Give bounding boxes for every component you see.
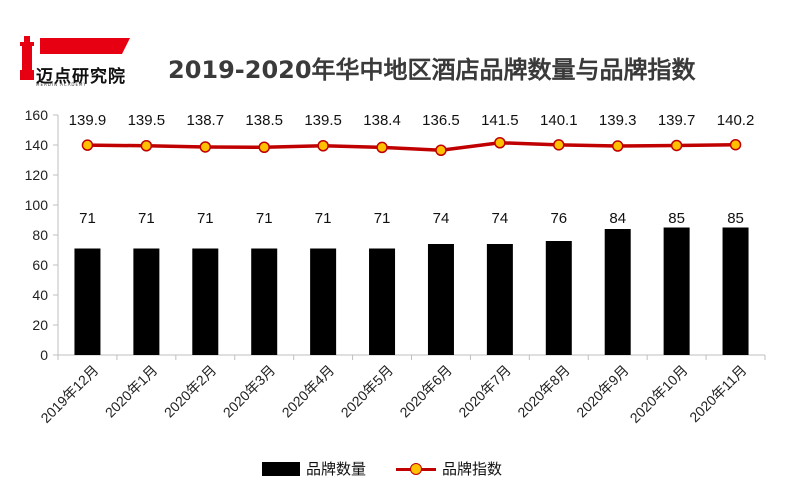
line-marker: [199, 141, 212, 153]
index-line: [87, 140, 736, 153]
x-tick-label: 2020年11月: [686, 362, 749, 425]
x-tick-label: 2020年10月: [627, 362, 691, 426]
legend: 品牌数量 品牌指数: [262, 458, 502, 479]
line-data-label: 139.5: [128, 112, 166, 129]
line-data-label: 138.7: [187, 112, 225, 129]
line-data-label: 138.4: [363, 112, 401, 129]
bar-data-label: 71: [79, 210, 96, 227]
x-tick-label: 2020年2月: [161, 362, 220, 421]
line-data-label: 139.9: [69, 112, 107, 129]
legend-label-bars: 品牌数量: [306, 460, 367, 478]
x-tick-label: 2019年12月: [37, 362, 101, 426]
y-tick-label: 140: [25, 137, 49, 153]
y-tick-label: 0: [40, 347, 48, 363]
x-tick-label: 2020年6月: [396, 362, 455, 421]
bar-data-label: 71: [138, 210, 155, 227]
line-marker: [494, 137, 506, 149]
x-tick-label: 2020年7月: [455, 362, 514, 421]
line-marker: [81, 139, 94, 151]
bar: [604, 229, 631, 355]
line-marker: [317, 140, 329, 152]
bar-data-label: 71: [197, 210, 214, 227]
x-tick-label: 2020年5月: [338, 362, 397, 421]
bar-data-label: 76: [550, 210, 567, 227]
line-marker: [670, 139, 683, 152]
bar: [133, 248, 160, 355]
chart-title: 2019-2020年华中地区酒店品牌数量与品牌指数: [168, 56, 696, 84]
line-data-label: 138.5: [245, 112, 283, 129]
bar: [486, 244, 513, 355]
y-tick-label: 100: [25, 197, 49, 213]
line-data-label: 139.7: [658, 112, 696, 129]
bar: [545, 241, 572, 355]
bar: [192, 248, 219, 355]
y-tick-label: 60: [32, 257, 48, 273]
bar: [369, 248, 396, 355]
bar: [663, 227, 690, 355]
x-tick-label: 2020年8月: [514, 362, 573, 421]
x-tick-label: 2020年1月: [102, 362, 161, 421]
bar-data-label: 74: [433, 210, 450, 227]
brand-logo: [20, 36, 130, 80]
line-data-label: 139.5: [304, 112, 342, 129]
bar-data-label: 84: [609, 210, 626, 227]
bar: [251, 248, 278, 355]
legend-line-swatch: [396, 462, 437, 476]
line-data-label: 140.2: [717, 112, 755, 129]
bar-data-label: 85: [668, 210, 685, 227]
bar-data-label: 74: [492, 210, 509, 227]
bar-data-label: 85: [727, 210, 744, 227]
line-marker: [140, 140, 153, 152]
legend-bar-swatch: [262, 461, 300, 476]
x-tick-label: 2020年3月: [220, 362, 279, 421]
line-marker: [435, 144, 447, 156]
bar-data-label: 71: [374, 210, 391, 227]
y-tick-label: 120: [25, 167, 49, 183]
line-data-label: 141.5: [481, 112, 519, 129]
bar-data-label: 71: [315, 210, 332, 227]
bar: [74, 248, 101, 355]
line-marker: [376, 141, 388, 154]
x-tick-label: 2020年4月: [279, 362, 338, 421]
y-tick-label: 40: [32, 287, 48, 303]
logo-text: 迈点研究院: [36, 67, 126, 87]
line-data-label: 136.5: [422, 112, 460, 129]
line-data-label: 140.1: [540, 112, 578, 129]
bar-data-label: 71: [256, 210, 273, 227]
logo-subtext: MEADIN ACADEMY: [36, 82, 87, 87]
legend-label-line: 品牌指数: [442, 460, 503, 478]
line-marker: [729, 138, 742, 151]
y-tick-label: 80: [32, 227, 48, 243]
line-marker: [553, 139, 565, 151]
y-tick-label: 20: [32, 317, 48, 333]
line-marker: [258, 141, 270, 153]
line-marker: [611, 140, 624, 152]
bar: [427, 244, 454, 355]
bar: [722, 227, 749, 355]
x-tick-label: 2020年9月: [573, 362, 632, 421]
y-tick-label: 160: [25, 107, 49, 123]
line-data-label: 139.3: [599, 112, 637, 129]
bar: [310, 248, 337, 355]
